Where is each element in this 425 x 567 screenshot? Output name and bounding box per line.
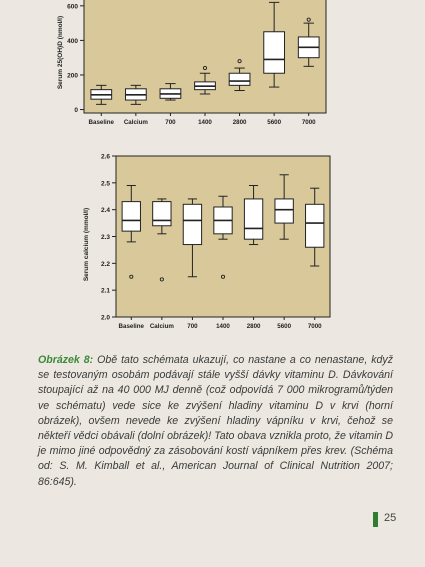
x-tick-label: 7000 [302, 119, 316, 126]
outlier-point [306, 17, 311, 22]
chart-serum-calcium: 2.0 2.1 2.2 2.3 2.4 2.5 2.6 Serum calcium (mmol… [0, 140, 425, 340]
outlier-point [129, 274, 134, 279]
box [305, 203, 325, 248]
y-tick-label: 2.4 [101, 207, 110, 214]
x-tick-label: Baseline [89, 119, 115, 126]
y-axis-label: Serum calcium (mmol/l) [83, 208, 90, 281]
x-tick-label: 700 [165, 119, 176, 126]
x-tick-label: Calcium [150, 323, 175, 330]
y-tick-label: 2.0 [101, 315, 110, 322]
page-number: 25 [384, 512, 397, 524]
plot-area [83, 0, 327, 114]
box [263, 31, 286, 74]
caption-text: Obě tato schémata ukazují, co nastane a … [38, 354, 394, 488]
x-tick-label: Baseline [119, 323, 145, 330]
x-tick-label: Calcium [124, 119, 149, 126]
x-tick-label: 5600 [267, 119, 281, 126]
x-tick-label: 5600 [277, 323, 291, 330]
y-tick-label: 2.1 [101, 288, 110, 295]
figure-caption: Obrázek 8: Obě tato schémata ukazují, co… [38, 353, 393, 490]
box [274, 198, 294, 224]
box [228, 72, 251, 86]
y-tick-label: 2.3 [101, 234, 110, 241]
box [152, 201, 172, 227]
y-tick-label: 2.2 [101, 261, 110, 268]
x-tick-label: 2800 [247, 323, 261, 330]
box [243, 198, 264, 240]
chart-serum-25ohd: 0 200 400 600 Serum 25(OH)D (nmol/l) Baseline… [0, 0, 425, 140]
box [182, 203, 203, 246]
box [121, 201, 141, 232]
y-tick-label: 600 [67, 3, 78, 10]
y-tick-label: 200 [67, 72, 78, 79]
x-tick-label: 1400 [216, 323, 230, 330]
y-tick-label: 2.5 [101, 180, 110, 187]
y-tick-label: 400 [67, 38, 78, 45]
chart-serum-calcium-svg: 2.0 2.1 2.2 2.3 2.4 2.5 2.6 Serum calcium (mmol… [83, 154, 331, 330]
x-tick-label: 7000 [308, 323, 322, 330]
y-axis-label: Serum 25(OH)D (nmol/l) [57, 16, 64, 89]
outlier-point [159, 277, 164, 282]
x-tick-label: 700 [187, 323, 198, 330]
outlier-point [220, 274, 226, 279]
outlier-point [202, 66, 208, 71]
caption-lead: Obrázek 8: [38, 354, 94, 366]
x-tick-label: 2800 [233, 119, 247, 126]
outlier-point [237, 59, 242, 64]
y-tick-label: 0 [74, 107, 78, 114]
x-tick-label: 1400 [198, 119, 212, 126]
page-mark [373, 512, 378, 527]
y-tick-label: 2.6 [101, 154, 110, 161]
